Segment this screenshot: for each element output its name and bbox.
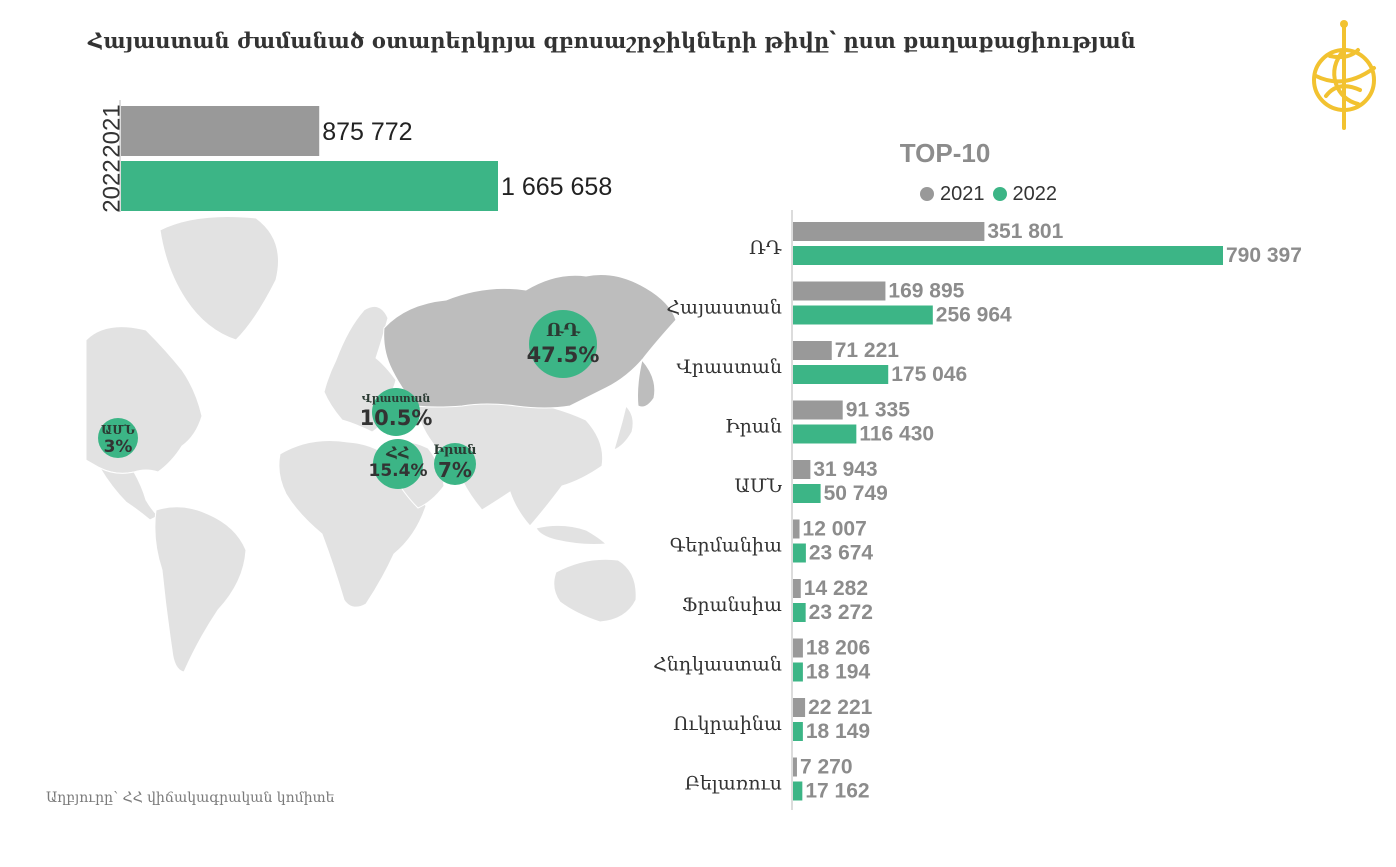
category-label: Ուկրաինա	[673, 713, 782, 735]
bar-value-label: 91 335	[846, 399, 911, 422]
bar-value-label: 17 162	[805, 780, 869, 803]
bar-value-label: 12 007	[803, 518, 867, 541]
bar-2022	[793, 424, 857, 444]
bar-value-label: 50 749	[824, 482, 888, 505]
source-note: Աղբյուրը՝ ՀՀ վիճակագրական կոմիտե	[46, 790, 335, 806]
bar-value-label: 18 149	[806, 720, 870, 743]
bar-2021	[793, 222, 985, 241]
bar-value-label: 790 397	[1226, 244, 1302, 267]
total-year-label: 2022	[99, 159, 126, 212]
bubble-country-label: ԱՄՆ	[101, 423, 135, 437]
bubble-circle	[373, 439, 423, 489]
bar-value-label: 71 221	[835, 339, 900, 362]
chart-title: Հայաստան ժամանած օտարերկրյա զբոսաշրջիկնե…	[88, 28, 1136, 53]
bubble-country-label: Իրան	[434, 443, 477, 458]
bubble-circle	[98, 418, 138, 458]
australia-shape	[553, 558, 637, 623]
bubble-circle	[529, 310, 597, 378]
category-label: Վրաստան	[676, 356, 782, 378]
bubble-value-label: 10.5%	[360, 406, 433, 430]
total-bar-2022	[121, 161, 498, 211]
bar-value-label: 18 206	[806, 637, 870, 660]
category-label: ՌԴ	[749, 237, 783, 259]
bar-2021	[793, 460, 811, 479]
category-label: Հայաստան	[666, 297, 782, 319]
indonesia-shape	[535, 524, 608, 545]
bar-value-label: 22 221	[808, 696, 873, 719]
greenland-shape	[159, 216, 279, 341]
category-label: ԱՄՆ	[734, 475, 782, 497]
bar-2022	[793, 722, 803, 741]
category-label: Իրան	[725, 416, 782, 438]
bar-2022	[793, 484, 821, 503]
bar-value-label: 18 194	[806, 661, 871, 684]
bar-2021	[793, 400, 843, 420]
bubble-circle	[434, 443, 476, 485]
bubble-value-label: 15.4%	[369, 461, 428, 481]
bar-2021	[793, 281, 886, 301]
bar-2021	[793, 579, 801, 598]
bar-2021	[793, 638, 803, 658]
bar-2021	[793, 341, 832, 360]
total-year-label: 2021	[99, 104, 126, 157]
legend-item-2022: 2022	[992, 182, 1058, 206]
bar-value-label: 7 270	[800, 756, 853, 779]
central-america-shape	[98, 466, 159, 521]
japan-shape	[613, 405, 634, 451]
bar-value-label: 23 272	[809, 601, 873, 624]
bar-2022	[793, 543, 806, 563]
total-bar-2021	[121, 106, 320, 156]
total-arrivals-chart: 875 772 2021 1 665 658 2022	[99, 100, 612, 213]
bubble-country-label: Վրաստան	[362, 392, 431, 405]
category-label: Ֆրանսիա	[682, 594, 782, 616]
legend-label-2022: 2022	[1012, 182, 1058, 205]
bar-value-label: 169 895	[888, 280, 964, 303]
bar-value-label: 31 943	[813, 458, 877, 481]
category-label: Բելառուս	[685, 773, 782, 795]
bubble-value-label: 47.5%	[527, 343, 600, 367]
bubble-value-label: 7%	[438, 458, 472, 482]
bar-2022	[793, 246, 1223, 265]
legend-item-2021: 2021	[920, 183, 985, 206]
bar-2021	[793, 519, 800, 539]
bar-2022	[793, 781, 803, 801]
bubble-country-label: ՀՀ	[385, 443, 410, 462]
globe-logo-icon	[1312, 20, 1376, 130]
legend-label-2021: 2021	[940, 182, 985, 205]
legend-dot-2021	[920, 187, 934, 201]
bubble-country-label: ՌԴ	[546, 320, 581, 341]
bar-2022	[793, 305, 933, 325]
total-value-label: 1 665 658	[501, 173, 612, 201]
bar-value-label: 14 282	[804, 577, 868, 600]
bar-value-label: 351 801	[987, 220, 1063, 243]
top10-legend: 2021 2022	[920, 180, 1057, 208]
bar-2022	[793, 662, 803, 682]
bubble-value-label: 3%	[104, 437, 133, 457]
legend-dot-2022	[992, 187, 1007, 201]
top10-title: TOP-10	[899, 138, 991, 168]
bubble-circle	[372, 388, 420, 436]
south-america-shape	[154, 506, 247, 673]
bar-value-label: 23 674	[809, 542, 874, 565]
total-value-label: 875 772	[322, 118, 412, 146]
bar-2022	[793, 365, 889, 384]
bar-2021	[793, 757, 797, 777]
bar-value-label: 175 046	[891, 363, 967, 386]
category-label: Հնդկաստան	[653, 654, 782, 676]
bar-2022	[793, 603, 806, 622]
bar-value-label: 256 964	[936, 304, 1012, 327]
category-label: Գերմանիա	[670, 535, 782, 557]
bar-value-label: 116 430	[859, 423, 934, 446]
kamchatka-shape	[637, 358, 656, 408]
bar-2021	[793, 698, 806, 717]
